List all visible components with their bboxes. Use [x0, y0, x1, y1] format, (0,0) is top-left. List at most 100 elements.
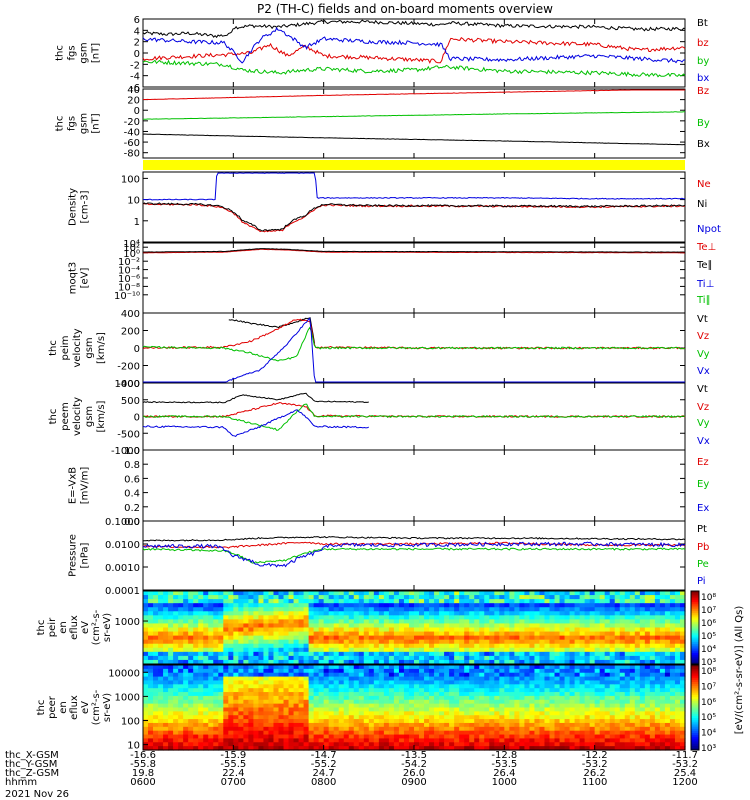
spec-cell: [153, 639, 159, 645]
spec-cell: [469, 668, 475, 674]
spec-cell: [373, 631, 380, 637]
spec-cell: [484, 607, 490, 612]
spec-cell: [439, 688, 445, 693]
spec-cell: [559, 695, 566, 701]
spec-cell: [378, 672, 385, 678]
legend-Vy: Vy: [697, 349, 710, 360]
spec-cell: [414, 688, 420, 693]
spec-cell: [143, 665, 149, 670]
spec-cell: [158, 711, 164, 716]
spec-cell: [383, 639, 390, 645]
spec-cell: [383, 703, 390, 709]
spec-cell: [444, 607, 450, 612]
spec-cell: [439, 730, 445, 736]
spec-cell: [218, 676, 224, 682]
spec-cell: [674, 734, 681, 740]
spec-cell: [484, 639, 490, 645]
spec-cell: [614, 603, 621, 608]
legend-by: by: [697, 56, 709, 67]
spec-cell: [574, 603, 581, 608]
spec-cell: [303, 607, 310, 612]
spec-cell: [594, 711, 601, 716]
spec-cell: [383, 655, 390, 661]
spec-cell: [198, 651, 204, 657]
spec-cell: [223, 699, 229, 705]
spec-cell: [644, 695, 651, 701]
spec-cell: [258, 730, 265, 736]
spec-cell: [353, 699, 360, 705]
spec-cell: [574, 726, 581, 732]
spec-cell: [333, 711, 340, 716]
y-axis-label: eV: [80, 621, 91, 634]
spec-cell: [398, 699, 405, 705]
spec-cell: [634, 719, 641, 724]
spec-cell: [293, 722, 300, 728]
spec-cell: [564, 615, 571, 620]
colorbar-tick: 10⁵: [701, 713, 716, 723]
spec-cell: [388, 672, 395, 678]
spec-cell: [343, 676, 350, 682]
spec-cell: [449, 715, 455, 720]
spec-cell: [163, 703, 169, 709]
spec-cell: [183, 703, 189, 709]
spec-cell: [228, 635, 234, 641]
spec-cell: [494, 619, 500, 625]
spec-cell: [619, 599, 626, 604]
spec-cell: [614, 659, 621, 665]
spec-cell: [403, 635, 410, 641]
spec-cell: [664, 668, 671, 674]
spec-cell: [228, 647, 234, 653]
spec-cell: [178, 643, 184, 649]
spec-cell: [654, 668, 661, 674]
spec-cell: [434, 639, 440, 645]
spec-cell: [283, 715, 290, 720]
spec-cell: [634, 665, 641, 670]
spec-cell: [619, 595, 626, 600]
spec-cell: [639, 599, 646, 604]
spec-cell: [564, 676, 571, 682]
spec-cell: [263, 699, 270, 705]
spec-cell: [484, 643, 490, 649]
spec-cell: [454, 703, 460, 709]
spec-cell: [193, 742, 199, 747]
spec-cell: [208, 672, 214, 678]
spec-cell: [398, 619, 405, 625]
spec-cell: [233, 615, 239, 620]
spec-cell: [333, 742, 340, 747]
spec-cell: [278, 730, 285, 736]
spec-cell: [459, 703, 465, 709]
spec-cell: [679, 631, 686, 637]
spec-cell: [313, 615, 320, 620]
spec-cell: [639, 738, 646, 743]
spec-cell: [464, 684, 470, 689]
spec-cell: [188, 703, 194, 709]
spec-cell: [419, 607, 425, 612]
spec-cell: [338, 692, 345, 697]
spec-cell: [449, 643, 455, 649]
spec-cell: [634, 623, 641, 629]
spec-cell: [464, 607, 470, 612]
spec-cell: [148, 688, 154, 693]
spec-cell: [654, 680, 661, 685]
spec-cell: [489, 607, 495, 612]
spec-cell: [373, 742, 380, 747]
spec-cell: [589, 676, 596, 682]
ephemeris-value: 0800: [311, 777, 336, 788]
spec-cell: [308, 599, 315, 604]
spec-cell: [163, 639, 169, 645]
spec-cell: [554, 635, 561, 641]
spec-cell: [439, 611, 445, 616]
spec-cell: [614, 623, 621, 629]
spec-cell: [424, 623, 430, 629]
spec-cell: [499, 603, 505, 608]
spec-cell: [228, 615, 234, 620]
spec-cell: [674, 695, 681, 701]
spec-cell: [594, 631, 601, 637]
spec-cell: [368, 730, 375, 736]
spec-cell: [514, 699, 520, 705]
spec-cell: [358, 655, 365, 661]
spec-cell: [348, 595, 355, 600]
spec-cell: [358, 715, 365, 720]
spec-cell: [489, 746, 495, 751]
spec-cell: [514, 615, 520, 620]
